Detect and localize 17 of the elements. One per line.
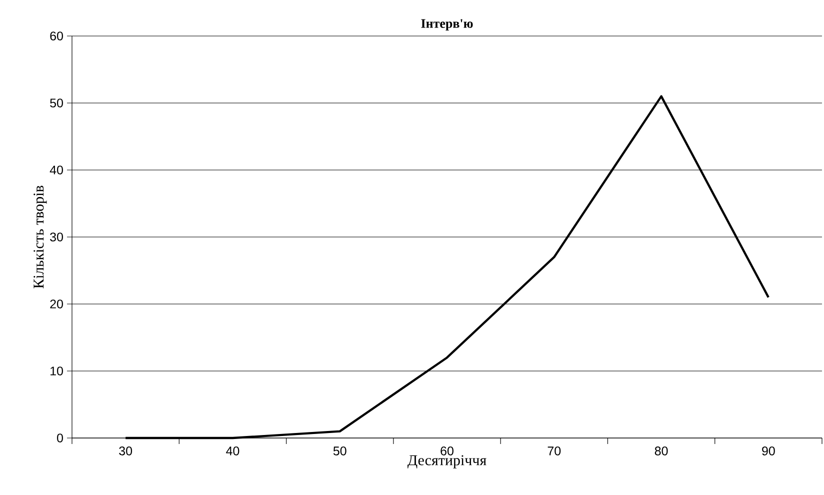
y-tick-label: 60 (50, 32, 63, 40)
y-tick-label: 40 (50, 166, 63, 174)
chart-title: Інтерв'ю (421, 19, 473, 30)
y-tick-label: 20 (50, 300, 63, 308)
x-tick-label: 30 (119, 446, 132, 456)
x-tick-label: 50 (333, 446, 346, 456)
x-axis-title: Десятиріччя (407, 455, 486, 468)
y-tick-label: 0 (57, 434, 63, 442)
y-tick-label: 10 (50, 366, 63, 376)
y-tick-label: 30 (50, 232, 63, 242)
x-tick-label: 80 (654, 446, 668, 456)
y-tick-label: 50 (50, 98, 63, 108)
y-axis-title: Кількість творів (34, 186, 47, 288)
x-tick-label: 70 (548, 446, 561, 456)
x-tick-label: 60 (440, 446, 454, 456)
x-tick-label: 40 (226, 446, 240, 456)
x-tick-label: 90 (762, 446, 775, 456)
